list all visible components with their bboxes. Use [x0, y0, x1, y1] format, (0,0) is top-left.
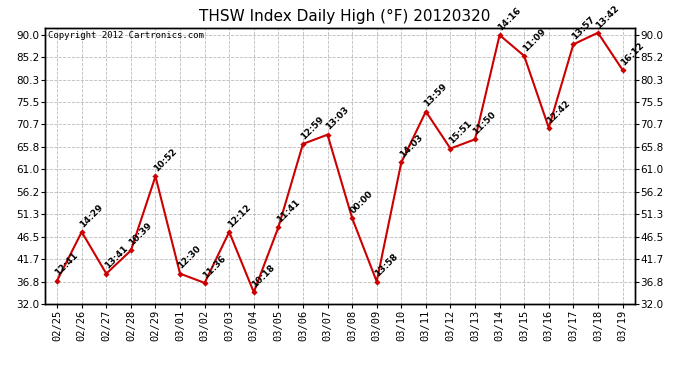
Text: 11:50: 11:50 — [471, 110, 498, 136]
Text: 12:12: 12:12 — [226, 202, 253, 229]
Text: 13:41: 13:41 — [103, 244, 130, 271]
Text: 15:51: 15:51 — [447, 119, 473, 146]
Text: 12:59: 12:59 — [299, 114, 326, 141]
Text: 14:29: 14:29 — [78, 202, 105, 229]
Text: THSW Index Daily High (°F) 20120320: THSW Index Daily High (°F) 20120320 — [199, 9, 491, 24]
Point — [543, 125, 554, 131]
Point — [101, 271, 112, 277]
Text: 12:41: 12:41 — [54, 251, 80, 278]
Point — [126, 248, 137, 254]
Text: 11:36: 11:36 — [201, 254, 228, 280]
Text: 14:03: 14:03 — [397, 133, 424, 160]
Point — [519, 53, 530, 59]
Text: 14:16: 14:16 — [496, 6, 523, 32]
Point — [469, 136, 480, 142]
Text: 13:57: 13:57 — [570, 15, 596, 42]
Text: 13:03: 13:03 — [324, 105, 351, 132]
Text: 12:30: 12:30 — [177, 244, 203, 271]
Text: 13:58: 13:58 — [373, 252, 400, 279]
Point — [150, 173, 161, 179]
Point — [76, 229, 87, 235]
Point — [273, 224, 284, 230]
Text: 16:12: 16:12 — [619, 40, 646, 67]
Text: Copyright 2012 Cartronics.com: Copyright 2012 Cartronics.com — [48, 31, 204, 40]
Point — [224, 229, 235, 235]
Text: 12:42: 12:42 — [545, 98, 572, 125]
Point — [322, 132, 333, 138]
Text: 10:52: 10:52 — [152, 147, 179, 174]
Point — [420, 108, 431, 114]
Point — [346, 215, 357, 221]
Point — [617, 67, 628, 73]
Point — [175, 271, 186, 277]
Text: 13:59: 13:59 — [422, 82, 449, 109]
Point — [199, 280, 210, 286]
Point — [568, 41, 579, 47]
Text: 00:00: 00:00 — [348, 189, 375, 215]
Point — [396, 159, 407, 165]
Point — [371, 279, 382, 285]
Point — [52, 278, 63, 284]
Point — [494, 32, 505, 38]
Point — [445, 146, 456, 152]
Text: 10:39: 10:39 — [127, 221, 154, 248]
Text: 11:41: 11:41 — [275, 198, 302, 225]
Point — [593, 30, 604, 36]
Point — [248, 289, 259, 295]
Point — [297, 141, 308, 147]
Text: 10:18: 10:18 — [250, 263, 277, 290]
Text: 13:42: 13:42 — [594, 3, 621, 30]
Text: 11:09: 11:09 — [520, 27, 547, 53]
